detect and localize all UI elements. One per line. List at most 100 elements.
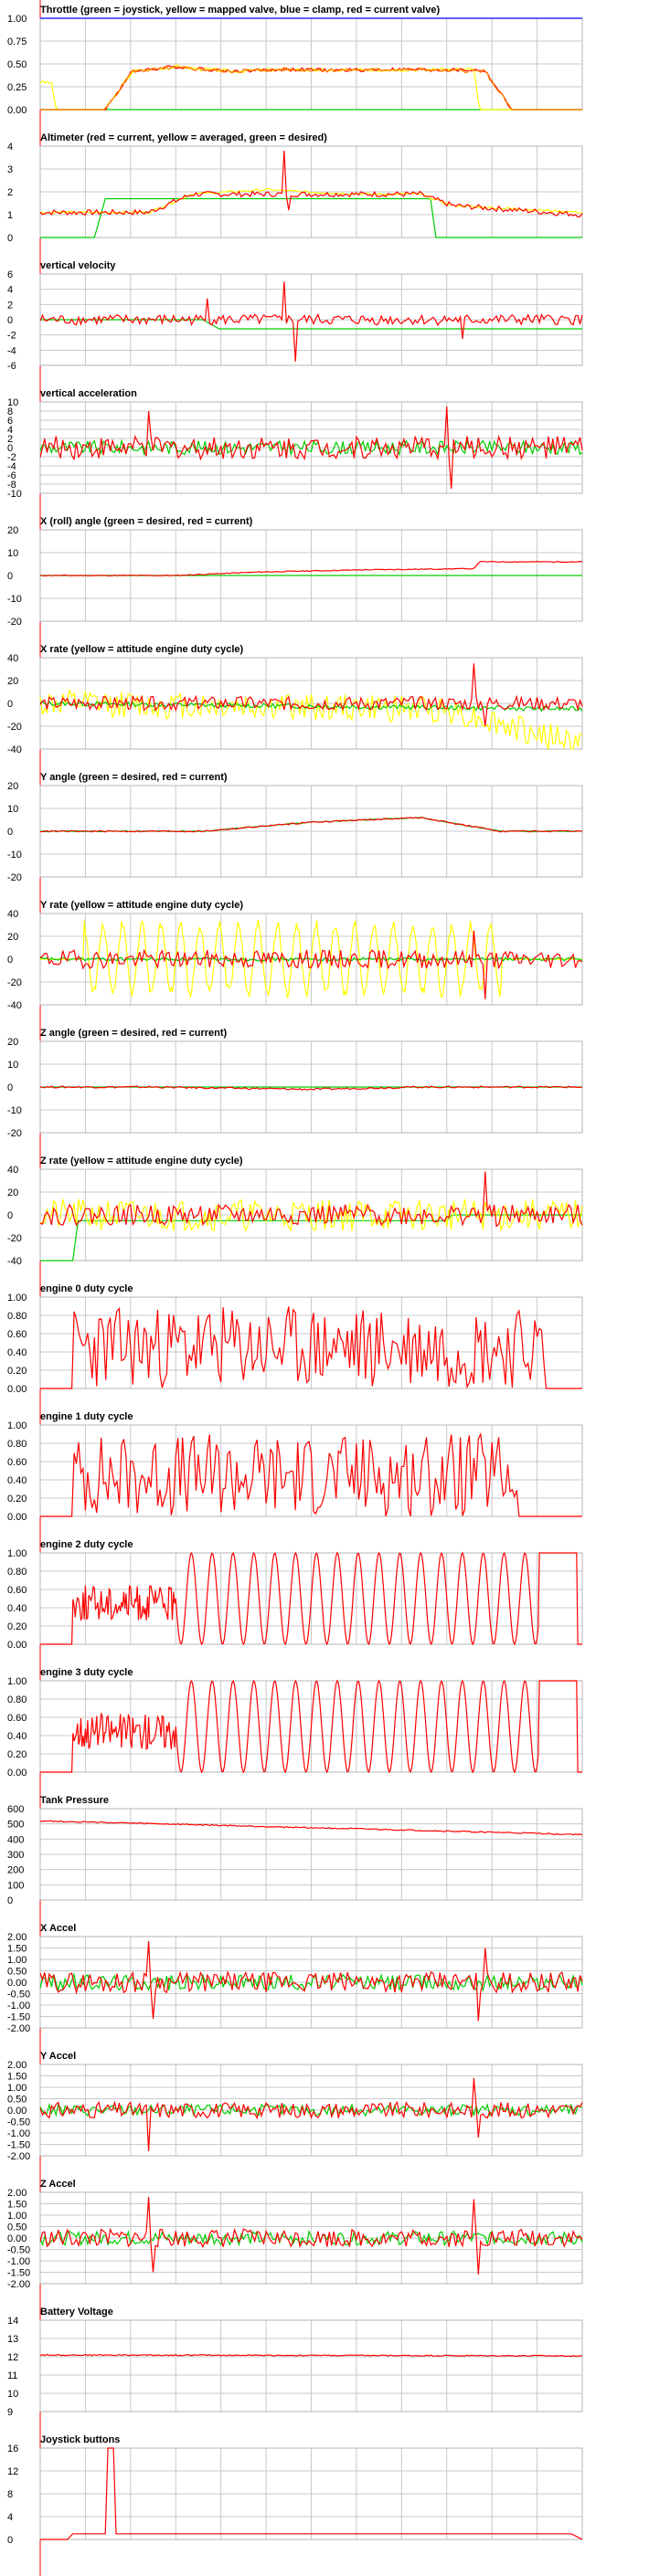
zangle-ytick-label: 10 — [7, 1060, 18, 1071]
zaccel-ytick-label: -2.00 — [7, 2279, 30, 2290]
vvel-panel: vertical velocity -6 -4 -2 0 2 4 6 — [7, 260, 583, 372]
engine1-ytick-label: 0.00 — [7, 1512, 27, 1523]
vacc-ytick-label: 8 — [7, 406, 13, 417]
yangle-ytick-label: 0 — [7, 827, 13, 838]
battery-panel: Battery Voltage 9 10 11 12 13 14 — [7, 2307, 583, 2418]
altimeter-series-red-line — [39, 150, 583, 218]
zaccel-ytick-label: 0.50 — [7, 2222, 27, 2233]
zangle-series-red-line — [40, 1085, 583, 1091]
yaccel-ytick-label: -1.00 — [7, 2128, 30, 2139]
yaccel-title: Y Accel — [40, 2051, 76, 2062]
joystick-ytick-label: 8 — [7, 2489, 13, 2500]
joystick-panel: Joystick buttons 0 4 8 12 16 — [7, 2434, 583, 2546]
yangle-title: Y angle (green = desired, red = current) — [40, 772, 228, 783]
vacc-ytick-label: 0 — [7, 443, 13, 454]
engine2-ytick-label: 0.60 — [7, 1585, 27, 1596]
zaccel-ytick-label: 0.00 — [7, 2233, 27, 2244]
yaccel-ytick-label: -0.50 — [7, 2117, 30, 2128]
engine3-ytick-label: 0.80 — [7, 1694, 27, 1705]
xaccel-ytick-label: -1.50 — [7, 2012, 30, 2023]
engine2-panel: engine 2 duty cycle 0.00 0.20 0.40 0.60 0.80 1… — [7, 1539, 583, 1651]
xrate-ytick-label: -20 — [7, 722, 22, 733]
yangle-ytick-label: 20 — [7, 781, 18, 792]
engine0-ytick-label: 0.60 — [7, 1329, 27, 1340]
yrate-ytick-label: -40 — [7, 1000, 22, 1011]
tank-ytick-label: 600 — [7, 1804, 24, 1815]
zaccel-ytick-label: 1.00 — [7, 2211, 27, 2222]
engine0-grid — [39, 1296, 583, 1389]
zrate-series-red-line — [39, 1171, 583, 1228]
yaccel-panel: Y Accel -2.00-1.50-1.00-0.500.000.501.001… — [7, 2051, 583, 2162]
vacc-ytick-label: -2 — [7, 452, 16, 463]
engine3-panel: engine 3 duty cycle 0.00 0.20 0.40 0.60 0.80 1… — [7, 1667, 583, 1779]
engine3-ytick-label: 0.40 — [7, 1731, 27, 1742]
zrate-ytick-label: 0 — [7, 1210, 13, 1221]
tank-ytick-label: 400 — [7, 1834, 24, 1845]
throttle-ytick-label: 0.25 — [7, 82, 27, 93]
tank-ytick-label: 500 — [7, 1820, 24, 1831]
xaccel-ytick-label: 1.00 — [7, 1955, 27, 1966]
xaccel-ytick-label: -2.00 — [7, 2023, 30, 2034]
altimeter-ytick-label: 2 — [7, 187, 13, 198]
engine2-series-red-line — [40, 1551, 582, 1646]
vvel-title: vertical velocity — [40, 260, 116, 271]
engine1-ytick-label: 0.20 — [7, 1494, 27, 1504]
battery-ytick-label: 12 — [7, 2352, 18, 2363]
yangle-ytick-label: -10 — [7, 850, 22, 860]
zrate-series-yellow-line — [39, 1198, 583, 1232]
engine0-title: engine 0 duty cycle — [40, 1283, 133, 1294]
xrate-title: X rate (yellow = attitude engine duty cy… — [40, 644, 244, 655]
vvel-ytick-label: 4 — [7, 285, 13, 296]
engine3-ytick-label: 1.00 — [7, 1676, 27, 1687]
engine2-ytick-label: 0.00 — [7, 1640, 27, 1651]
altimeter-ytick-label: 0 — [7, 233, 13, 244]
zrate-ytick-label: 20 — [7, 1188, 18, 1198]
yaccel-ytick-label: 2.00 — [7, 2060, 27, 2071]
vacc-series-green-line — [39, 438, 583, 457]
xaccel-ytick-label: -1.00 — [7, 2001, 30, 2011]
yaccel-series-green-line — [39, 2102, 583, 2117]
zaccel-ytick-label: 1.50 — [7, 2200, 27, 2211]
joystick-ytick-label: 16 — [7, 2444, 18, 2455]
zaccel-ytick-label: -1.00 — [7, 2256, 30, 2267]
yangle-series-red-line — [39, 817, 583, 833]
battery-frame — [39, 2319, 583, 2412]
zrate-title: Z rate (yellow = attitude engine duty cy… — [40, 1156, 243, 1167]
throttle-ytick-label: 0.50 — [7, 59, 27, 70]
engine2-ytick-label: 1.00 — [7, 1548, 27, 1559]
yrate-ytick-label: 20 — [7, 932, 18, 943]
vacc-ytick-label: 2 — [7, 434, 13, 445]
zangle-title: Z angle (green = desired, red = current) — [40, 1028, 228, 1039]
zaccel-series-red-line — [39, 2196, 583, 2275]
zangle-ytick-label: 20 — [7, 1037, 18, 1048]
xrate-series-red-line — [39, 663, 583, 727]
vvel-ytick-label: 2 — [7, 300, 13, 311]
throttle-title: Throttle (green = joystick, yellow = map… — [40, 5, 440, 16]
vvel-ytick-label: 0 — [7, 315, 13, 326]
xangle-ytick-label: 20 — [7, 525, 18, 536]
battery-series-red-line — [39, 2353, 583, 2358]
engine3-frame — [39, 1680, 583, 1773]
engine1-panel: engine 1 duty cycle 0.00 0.20 0.40 0.60 0.80 1… — [7, 1411, 583, 1523]
throttle-ytick-label: 1.00 — [7, 14, 27, 25]
zaccel-ytick-label: 2.00 — [7, 2188, 27, 2199]
engine0-series-red-line — [40, 1306, 582, 1389]
xaccel-ytick-label: 0.00 — [7, 1978, 27, 1989]
vacc-ytick-label: -6 — [7, 470, 16, 481]
yaccel-ytick-label: 0.50 — [7, 2095, 27, 2106]
xrate-frame — [39, 657, 583, 750]
battery-ytick-label: 10 — [7, 2389, 18, 2400]
engine3-title: engine 3 duty cycle — [40, 1667, 133, 1678]
tank-panel: Tank Pressure 0 100 200 300 400 500 600 — [7, 1795, 583, 1906]
zrate-panel: Z rate (yellow = attitude engine duty cy… — [7, 1156, 583, 1267]
xaccel-series-green-line — [39, 1972, 583, 1992]
throttle-ytick-label: 0.00 — [7, 105, 27, 116]
yangle-ytick-label: 10 — [7, 804, 18, 815]
zaccel-panel: Z Accel -2.00-1.50-1.00-0.500.000.501.001… — [7, 2179, 583, 2290]
zrate-series-green-line — [40, 1214, 582, 1262]
xrate-panel: X rate (yellow = attitude engine duty cy… — [7, 644, 583, 755]
engine0-ytick-label: 1.00 — [7, 1293, 27, 1304]
vvel-series-red-line — [39, 281, 583, 362]
altimeter-ytick-label: 3 — [7, 164, 13, 175]
